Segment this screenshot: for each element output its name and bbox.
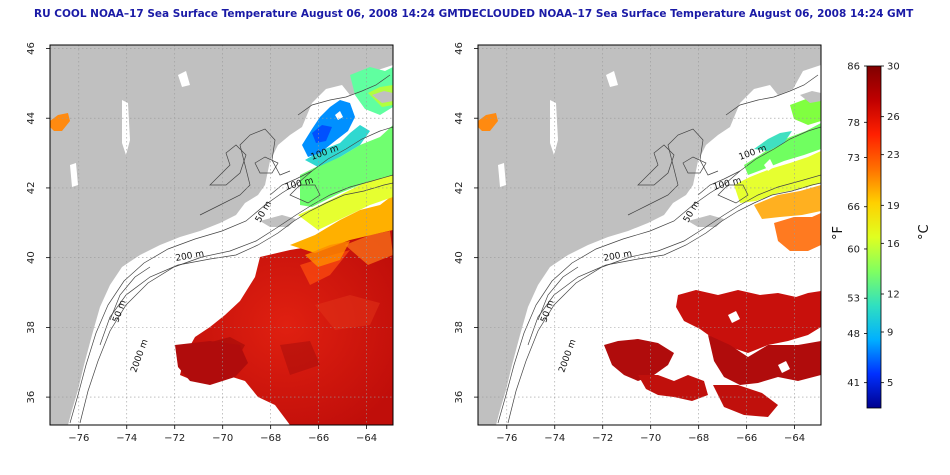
contour-label-200m: 200 m — [175, 249, 205, 264]
left-panel-title: RU COOL NOAA–17 Sea Surface Temperature … — [34, 8, 465, 20]
x-tick-label: −74 — [116, 433, 137, 444]
y-tick-label: 36 — [26, 391, 37, 404]
gridlines — [478, 45, 821, 425]
land-mass — [50, 45, 393, 425]
colorbar-c-label: 12 — [887, 290, 900, 301]
y-tick-label: 38 — [454, 321, 465, 334]
x-tick-label: −64 — [356, 433, 377, 444]
x-tick-label: −74 — [544, 433, 565, 444]
y-tick-label: 46 — [454, 42, 465, 55]
colorbar-celsius-ticks: 30 26 23 19 16 12 9 5 — [881, 62, 900, 389]
y-tick-label: 40 — [26, 251, 37, 264]
axis-ticks: −76 −74 −72 −70 −68 −66 −64 46 44 42 40 38 36 — [454, 42, 805, 444]
contour-label-200m: 200 m — [603, 249, 633, 264]
x-tick-label: −66 — [736, 433, 757, 444]
y-tick-label: 44 — [26, 112, 37, 125]
x-tick-label: −72 — [164, 433, 185, 444]
x-tick-label: −68 — [688, 433, 709, 444]
y-tick-label: 36 — [454, 391, 465, 404]
y-tick-label: 38 — [26, 321, 37, 334]
colorbar-f-label: 48 — [847, 329, 860, 340]
gridlines — [50, 45, 393, 425]
colorbar-f-label: 86 — [847, 62, 860, 73]
axis-ticks: −76 −74 −72 −70 −68 −66 −64 46 44 42 40 38 36 — [26, 42, 377, 444]
right-map-panel: 100 m 100 m 50 m 200 m 50 m 2000 m −76 −7… — [454, 42, 822, 444]
colorbar-c-label: 23 — [887, 150, 900, 161]
x-tick-label: −70 — [640, 433, 661, 444]
fahrenheit-unit-label: °F — [831, 226, 846, 240]
colorbar-c-label: 5 — [887, 378, 893, 389]
x-tick-label: −66 — [308, 433, 329, 444]
y-tick-label: 46 — [26, 42, 37, 55]
y-tick-label: 44 — [454, 112, 465, 125]
map-frame — [49, 44, 394, 426]
x-tick-label: −76 — [496, 433, 517, 444]
land-mass — [478, 45, 821, 425]
temperature-colorbar: 86 78 73 66 60 53 48 41 30 26 23 19 16 12 9 5 °F °C — [831, 62, 932, 409]
colorbar-f-label: 60 — [847, 244, 860, 255]
colorbar-c-label: 30 — [887, 62, 900, 73]
y-tick-label: 42 — [26, 182, 37, 195]
colorbar-c-label: 9 — [887, 328, 893, 339]
x-tick-label: −72 — [592, 433, 613, 444]
right-panel-title: DECLOUDED NOAA–17 Sea Surface Temperatur… — [463, 8, 914, 20]
colorbar-c-label: 26 — [887, 112, 900, 123]
colorbar-f-label: 66 — [847, 202, 860, 213]
colorbar-fahrenheit-ticks: 86 78 73 66 60 53 48 41 — [847, 62, 867, 389]
colorbar-f-label: 73 — [847, 153, 860, 164]
colorbar-f-label: 53 — [847, 294, 860, 305]
x-tick-label: −68 — [260, 433, 281, 444]
colorbar-c-label: 16 — [887, 239, 900, 250]
y-tick-label: 40 — [454, 251, 465, 264]
colorbar-f-label: 41 — [847, 378, 860, 389]
x-tick-label: −64 — [784, 433, 805, 444]
left-map-panel: 100 m 100 m 50 m 200 m 50 m 2000 m −76 −7… — [26, 42, 394, 444]
celsius-unit-label: °C — [917, 224, 932, 240]
colorbar-scale — [866, 65, 882, 409]
x-tick-label: −76 — [68, 433, 89, 444]
y-tick-label: 42 — [454, 182, 465, 195]
colorbar-c-label: 19 — [887, 201, 900, 212]
map-frame — [477, 44, 822, 426]
colorbar-f-label: 78 — [847, 118, 860, 129]
x-tick-label: −70 — [212, 433, 233, 444]
